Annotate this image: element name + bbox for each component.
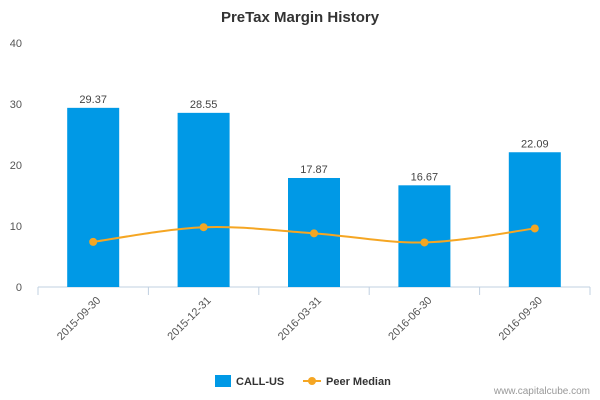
y-tick-label: 0 <box>16 282 22 294</box>
data-label: 29.37 <box>79 94 107 106</box>
line-series <box>89 223 539 247</box>
x-tick-label: 2016-03-31 <box>276 295 324 343</box>
legend-label: Peer Median <box>326 376 391 388</box>
peer-median-point <box>199 223 208 232</box>
bar <box>508 152 561 287</box>
peer-median-point <box>420 238 429 247</box>
x-tick-label: 2015-12-31 <box>165 295 213 343</box>
y-axis: 0 10 20 30 40 <box>10 38 22 294</box>
chart-title: PreTax Margin History <box>221 9 380 26</box>
data-label: 17.87 <box>300 164 328 176</box>
x-tick-label: 2016-09-30 <box>497 295 545 343</box>
legend-label: CALL-US <box>236 376 284 388</box>
x-tick-label: 2015-09-30 <box>55 295 103 343</box>
credit-text: www.capitalcube.com <box>493 386 590 397</box>
bar <box>67 107 120 287</box>
data-label: 28.55 <box>190 99 218 111</box>
bar <box>177 112 230 287</box>
data-label: 22.09 <box>521 138 549 150</box>
peer-median-point <box>530 224 539 233</box>
legend-swatch-point <box>308 377 316 385</box>
bar <box>398 185 451 287</box>
peer-median-point <box>310 229 318 238</box>
legend-swatch-bar <box>215 375 231 387</box>
y-tick-label: 10 <box>10 221 22 233</box>
peer-median-point <box>89 237 98 246</box>
bar-series: 29.37 28.55 17.87 16.67 22.09 <box>67 94 561 287</box>
x-axis: 2015-09-30 2015-12-31 2016-03-31 2016-06-30… <box>37 286 591 343</box>
x-tick-label: 2016-06-30 <box>386 295 434 343</box>
legend: CALL-US Peer Median <box>215 375 391 388</box>
y-tick-label: 40 <box>10 38 22 50</box>
y-tick-label: 30 <box>10 99 22 111</box>
y-tick-label: 20 <box>10 160 22 172</box>
data-label: 16.67 <box>411 171 439 183</box>
